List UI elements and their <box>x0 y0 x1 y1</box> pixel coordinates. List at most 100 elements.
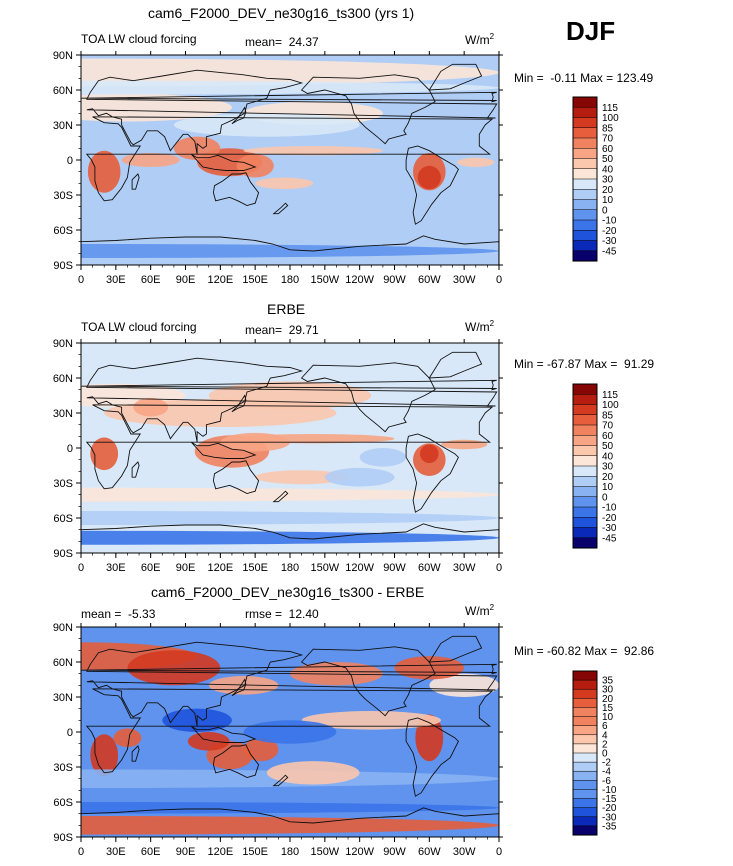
coastline-northAmerica <box>300 74 436 145</box>
field-region <box>266 761 360 785</box>
field-region <box>81 80 499 95</box>
field-region <box>90 437 119 471</box>
lat-label: 90S <box>53 548 73 560</box>
colorbar-cell <box>572 209 598 221</box>
coastline-greenland <box>428 351 483 379</box>
panel-1-minmax: Min = -0.11 Max = 123.49 <box>514 71 654 85</box>
field-region <box>121 153 180 167</box>
field-region <box>301 711 441 730</box>
colorbar-label: -30 <box>602 523 617 534</box>
colorbar-label: -6 <box>602 776 611 787</box>
lon-label: 150E <box>242 562 268 574</box>
colorbar-frame <box>572 383 598 549</box>
panel-1-units: W/m2 <box>465 33 494 47</box>
colorbar-label: -15 <box>602 794 617 805</box>
lon-label: 180 <box>281 562 299 574</box>
map-field-3 <box>81 627 499 837</box>
panel-3-minmax: Min = -60.82 Max = 92.86 <box>514 644 655 658</box>
coastline-europeAsia <box>86 69 498 155</box>
lat-label: 30S <box>53 478 73 490</box>
coastline-madagascar <box>131 173 140 190</box>
colorbar-label: 30 <box>602 175 614 186</box>
coastline-madagascar <box>131 745 140 762</box>
field-region <box>127 650 221 686</box>
field-region <box>81 487 499 502</box>
coastline-northAmerica <box>300 646 436 717</box>
colorbar-label: 40 <box>602 451 614 462</box>
panel-3-mean: rmse = 12.40 <box>245 607 319 621</box>
field-region <box>417 165 441 190</box>
colorbar-cell <box>572 178 598 190</box>
colorbar-cell <box>572 789 598 800</box>
field-region <box>81 802 499 814</box>
field-region <box>255 470 348 485</box>
lon-label: 90W <box>383 274 406 286</box>
colorbar-cell <box>572 250 598 262</box>
colorbar-cell <box>572 486 598 498</box>
lat-label: 30S <box>53 762 73 774</box>
coastline-africa <box>85 116 494 202</box>
coastline-japan <box>231 106 247 125</box>
lon-label: 150E <box>242 274 268 286</box>
lat-label: 90S <box>53 832 73 844</box>
coastline-europeAsia <box>86 641 498 727</box>
colorbar-label: 10 <box>602 482 614 493</box>
panel-3-left-label: mean = -5.33 <box>81 607 156 621</box>
colorbar-cell <box>572 527 598 539</box>
colorbar-label: 115 <box>602 390 618 401</box>
colorbar-cell <box>572 698 598 708</box>
season-label: DJF <box>566 16 616 46</box>
colorbar-label: 20 <box>602 694 614 705</box>
panel-1-left-label: TOA LW cloud forcing <box>81 32 197 46</box>
map-field-2 <box>81 343 499 553</box>
lon-label: 60W <box>418 562 441 574</box>
lon-label: 60E <box>141 562 161 574</box>
colorbar-label: 2 <box>602 739 608 750</box>
colorbar-cell <box>572 496 598 508</box>
field-region <box>187 732 230 751</box>
field-region <box>81 244 499 258</box>
colorbar-cell <box>572 816 598 827</box>
colorbar-cell <box>572 455 598 467</box>
coastline-nz <box>272 202 289 215</box>
colorbar-label: 0 <box>602 749 608 760</box>
coastline-australia <box>212 172 260 206</box>
coastline-japan <box>231 394 247 413</box>
lon-label: 90W <box>383 846 406 858</box>
colorbar-label: -30 <box>602 236 617 247</box>
field-region <box>90 734 119 777</box>
map-panel-3: 0 30E 60E 90E 120E 150E 180 150W 120W 90W 60W 30W 09… <box>53 622 503 858</box>
colorbar-label: -10 <box>602 785 617 796</box>
coastline-nz <box>272 774 289 787</box>
panel-2-units: W/m2 <box>465 320 494 334</box>
field-region <box>81 511 499 525</box>
colorbar-label: 70 <box>602 134 614 145</box>
field-region <box>457 157 495 167</box>
colorbar-cell <box>572 445 598 457</box>
colorbar-cell <box>572 716 598 727</box>
field-region <box>243 720 337 744</box>
coastline-greenland <box>428 63 483 91</box>
colorbar-cell <box>572 798 598 809</box>
colorbar-cell <box>572 761 598 772</box>
colorbar-cell <box>572 506 598 518</box>
colorbar-label: 20 <box>602 472 614 483</box>
colorbar-label: -45 <box>602 246 617 257</box>
colorbar-label: -20 <box>602 803 617 814</box>
lon-label: 0 <box>78 846 84 858</box>
colorbar-label: 6 <box>602 721 608 732</box>
lat-label: 90S <box>53 260 73 272</box>
colorbar-cell <box>572 240 598 252</box>
colorbar-label: 10 <box>602 712 614 723</box>
lon-label: 90E <box>176 274 196 286</box>
map-panel-2: 0 30E 60E 90E 120E 150E 180 150W 120W 90W 60W 30W 09… <box>53 338 503 574</box>
colorbar-label: 85 <box>602 123 614 134</box>
lat-label: 60N <box>53 373 73 385</box>
map-field-1 <box>81 55 499 265</box>
coastline-australia <box>212 744 260 778</box>
lon-label: 120W <box>345 846 374 858</box>
colorbar-cell <box>572 679 598 690</box>
